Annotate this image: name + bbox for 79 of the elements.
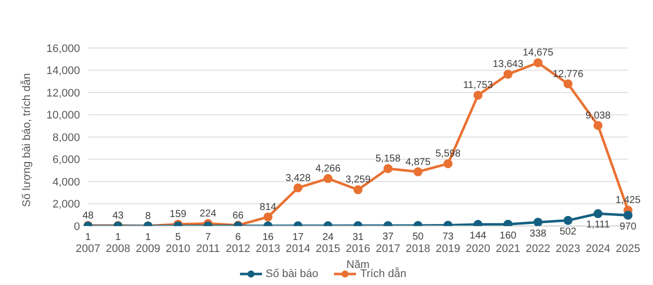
point — [534, 58, 542, 68]
y-tick-label: 16,000 — [46, 42, 80, 55]
y-tick-label: 12,000 — [46, 87, 80, 100]
y-axis-title: Số lượng bài báo, trích dẫn — [20, 73, 33, 207]
data-label: 66 — [232, 210, 244, 222]
x-tick-label: 2019 — [436, 242, 460, 255]
point — [264, 212, 272, 222]
point — [564, 216, 572, 225]
data-label: 14,675 — [522, 48, 554, 59]
point — [324, 174, 332, 184]
data-label: 970 — [620, 221, 637, 232]
data-label: 338 — [530, 228, 547, 240]
data-label: 7 — [205, 232, 212, 244]
data-label: 16 — [262, 232, 274, 243]
point — [384, 164, 392, 174]
data-label: 43 — [112, 210, 124, 222]
x-tick-label: 2021 — [496, 242, 520, 255]
x-tick-label: 2010 — [166, 242, 190, 255]
data-label: 13,643 — [492, 59, 524, 70]
data-label: 37 — [382, 232, 394, 243]
y-tick-label: 2,000 — [52, 198, 80, 211]
x-tick-label: 2018 — [406, 242, 430, 255]
x-tick-label: 2025 — [616, 242, 640, 255]
point — [474, 90, 482, 100]
data-label: 6 — [235, 232, 242, 244]
data-label: 814 — [260, 202, 277, 213]
data-label: 50 — [412, 232, 424, 243]
x-tick-label: 2012 — [226, 242, 250, 255]
y-tick-label: 6,000 — [52, 154, 80, 166]
data-label: 3,259 — [345, 174, 371, 186]
data-label: 1,111 — [586, 220, 610, 231]
x-tick-label: 2009 — [136, 242, 160, 255]
data-label: 4,266 — [315, 164, 341, 175]
x-tick-label: 2014 — [286, 242, 310, 255]
data-label: 48 — [82, 210, 94, 222]
x-tick-label: 2015 — [316, 242, 340, 255]
point — [534, 218, 542, 226]
data-label: 1 — [115, 232, 122, 244]
data-label: 5 — [175, 232, 182, 244]
x-tick-label: 2017 — [376, 242, 400, 255]
y-tick-label: 4,000 — [52, 176, 80, 188]
data-label: 3,428 — [285, 172, 311, 184]
x-tick-label: 2020 — [466, 242, 490, 255]
data-label: 5,158 — [375, 154, 401, 165]
point — [504, 70, 512, 79]
point — [294, 183, 302, 192]
data-label: 1 — [85, 232, 92, 244]
data-label: 1 — [145, 232, 152, 244]
data-label: 31 — [352, 232, 364, 243]
x-tick-label: 2022 — [526, 242, 550, 255]
legend-label: Trích dẫn — [360, 268, 406, 280]
y-tick-label: 0 — [74, 220, 80, 233]
data-label: 159 — [170, 209, 187, 220]
data-label: 73 — [442, 231, 454, 242]
point — [444, 159, 452, 168]
y-tick-label: 10,000 — [46, 110, 80, 122]
data-label: 144 — [470, 230, 487, 242]
data-label: 160 — [500, 230, 517, 242]
x-axis-title: Năm — [346, 259, 370, 271]
y-tick-label: 8,000 — [52, 132, 80, 144]
x-tick-label: 2024 — [586, 242, 610, 255]
point — [414, 167, 422, 176]
point — [594, 120, 602, 130]
point — [564, 79, 572, 88]
x-tick-label: 2013 — [256, 242, 280, 255]
x-tick-label: 2007 — [76, 242, 100, 255]
x-tick-label: 2008 — [106, 242, 130, 255]
data-label: 8 — [145, 210, 152, 222]
data-label: 24 — [322, 232, 334, 243]
x-tick-label: 2011 — [196, 242, 220, 255]
data-label: 224 — [200, 208, 217, 220]
legend-label: Số bài báo — [264, 268, 318, 280]
y-tick-label: 14,000 — [46, 65, 80, 78]
data-label: 502 — [560, 226, 577, 238]
data-label: 4,875 — [405, 156, 431, 168]
point — [354, 185, 362, 194]
x-tick-label: 2016 — [346, 242, 370, 255]
data-label: 17 — [292, 232, 304, 243]
x-tick-label: 2023 — [556, 242, 580, 255]
